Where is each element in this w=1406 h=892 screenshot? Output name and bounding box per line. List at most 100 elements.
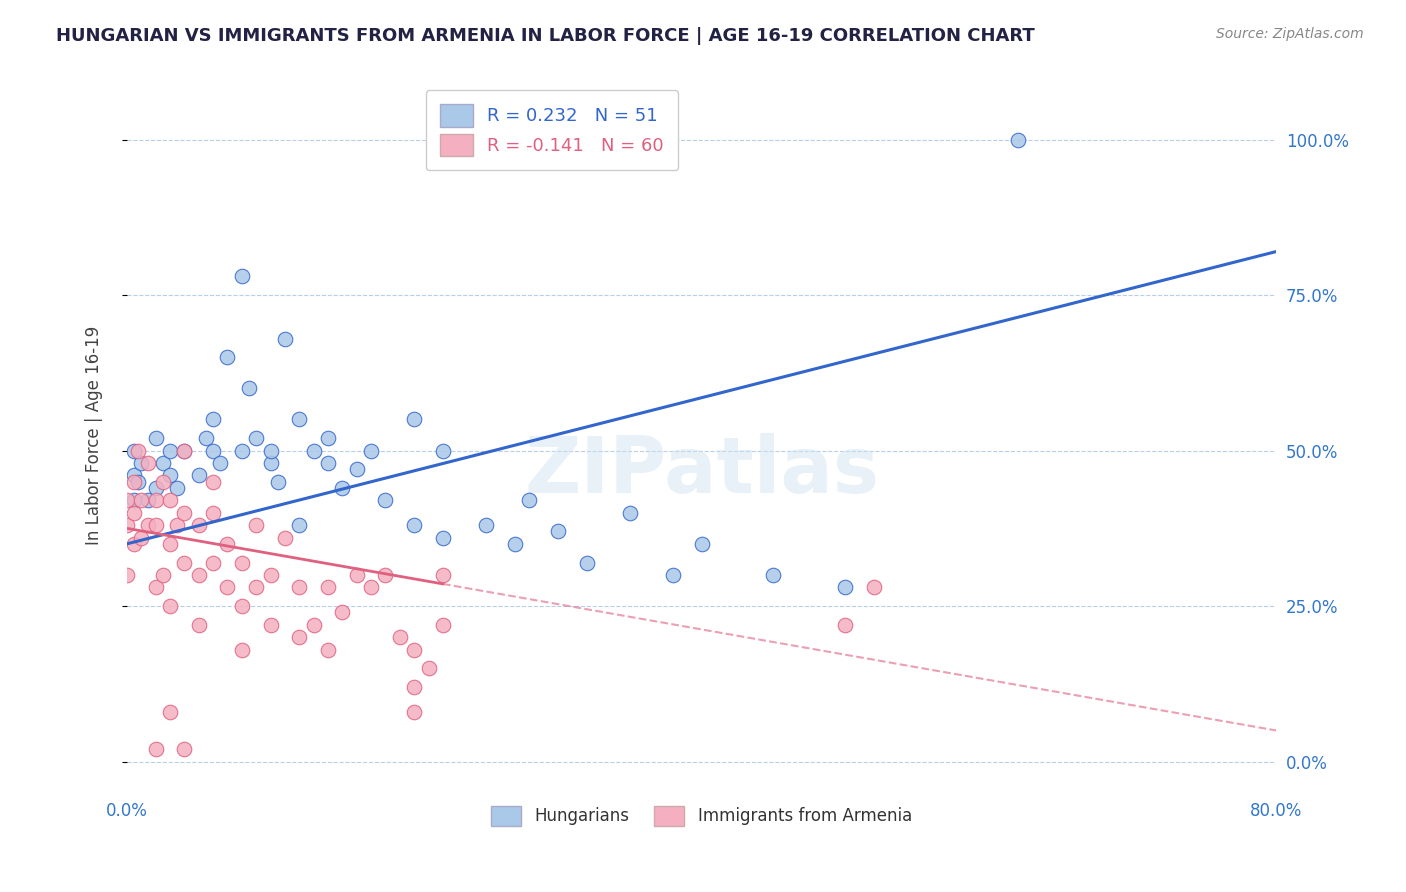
- Point: [138, 493, 160, 508]
- Point: [575, 556, 598, 570]
- Point: [231, 556, 253, 570]
- Point: [152, 568, 174, 582]
- Point: [231, 269, 253, 284]
- Point: [231, 599, 253, 613]
- Point: [288, 581, 311, 595]
- Point: [274, 332, 297, 346]
- Point: [834, 581, 856, 595]
- Point: [374, 568, 396, 582]
- Point: [122, 468, 145, 483]
- Point: [404, 518, 426, 533]
- Point: [166, 481, 188, 495]
- Point: [122, 475, 145, 489]
- Point: [302, 443, 325, 458]
- Point: [259, 617, 281, 632]
- Point: [129, 456, 152, 470]
- Point: [302, 617, 325, 632]
- Point: [316, 581, 339, 595]
- Point: [346, 462, 368, 476]
- Point: [404, 412, 426, 426]
- Point: [145, 581, 167, 595]
- Point: [159, 705, 181, 719]
- Point: [122, 537, 145, 551]
- Point: [360, 581, 382, 595]
- Point: [152, 456, 174, 470]
- Point: [404, 705, 426, 719]
- Point: [432, 568, 454, 582]
- Point: [288, 412, 311, 426]
- Y-axis label: In Labor Force | Age 16-19: In Labor Force | Age 16-19: [86, 326, 103, 545]
- Point: [159, 537, 181, 551]
- Point: [316, 431, 339, 445]
- Point: [145, 481, 167, 495]
- Point: [166, 518, 188, 533]
- Point: [187, 568, 209, 582]
- Point: [145, 742, 167, 756]
- Point: [288, 630, 311, 644]
- Point: [202, 475, 225, 489]
- Point: [288, 518, 311, 533]
- Point: [360, 443, 382, 458]
- Point: [245, 581, 267, 595]
- Point: [202, 506, 225, 520]
- Point: [346, 568, 368, 582]
- Point: [332, 481, 354, 495]
- Point: [231, 443, 253, 458]
- Point: [259, 568, 281, 582]
- Point: [115, 518, 138, 533]
- Point: [127, 475, 149, 489]
- Point: [231, 642, 253, 657]
- Point: [404, 642, 426, 657]
- Point: [145, 431, 167, 445]
- Point: [209, 456, 232, 470]
- Point: [404, 680, 426, 694]
- Point: [122, 506, 145, 520]
- Point: [173, 443, 195, 458]
- Point: [259, 456, 281, 470]
- Point: [662, 568, 685, 582]
- Point: [388, 630, 411, 644]
- Point: [145, 518, 167, 533]
- Text: Source: ZipAtlas.com: Source: ZipAtlas.com: [1216, 27, 1364, 41]
- Point: [217, 537, 239, 551]
- Point: [217, 351, 239, 365]
- Legend: Hungarians, Immigrants from Armenia: Hungarians, Immigrants from Armenia: [482, 797, 921, 834]
- Point: [187, 518, 209, 533]
- Point: [418, 661, 440, 675]
- Point: [834, 617, 856, 632]
- Point: [517, 493, 540, 508]
- Point: [432, 443, 454, 458]
- Point: [173, 556, 195, 570]
- Point: [127, 443, 149, 458]
- Point: [129, 531, 152, 545]
- Point: [129, 493, 152, 508]
- Point: [432, 531, 454, 545]
- Point: [187, 468, 209, 483]
- Point: [245, 518, 267, 533]
- Point: [122, 493, 145, 508]
- Point: [619, 506, 641, 520]
- Point: [332, 605, 354, 619]
- Point: [202, 443, 225, 458]
- Point: [152, 475, 174, 489]
- Point: [122, 443, 145, 458]
- Point: [547, 524, 569, 539]
- Point: [173, 742, 195, 756]
- Point: [238, 381, 260, 395]
- Point: [159, 493, 181, 508]
- Point: [159, 599, 181, 613]
- Point: [316, 642, 339, 657]
- Point: [138, 518, 160, 533]
- Text: HUNGARIAN VS IMMIGRANTS FROM ARMENIA IN LABOR FORCE | AGE 16-19 CORRELATION CHAR: HUNGARIAN VS IMMIGRANTS FROM ARMENIA IN …: [56, 27, 1035, 45]
- Point: [145, 493, 167, 508]
- Point: [475, 518, 498, 533]
- Point: [1007, 133, 1029, 147]
- Point: [159, 468, 181, 483]
- Point: [115, 493, 138, 508]
- Point: [173, 506, 195, 520]
- Point: [115, 568, 138, 582]
- Point: [138, 456, 160, 470]
- Point: [267, 475, 290, 489]
- Point: [690, 537, 713, 551]
- Point: [202, 412, 225, 426]
